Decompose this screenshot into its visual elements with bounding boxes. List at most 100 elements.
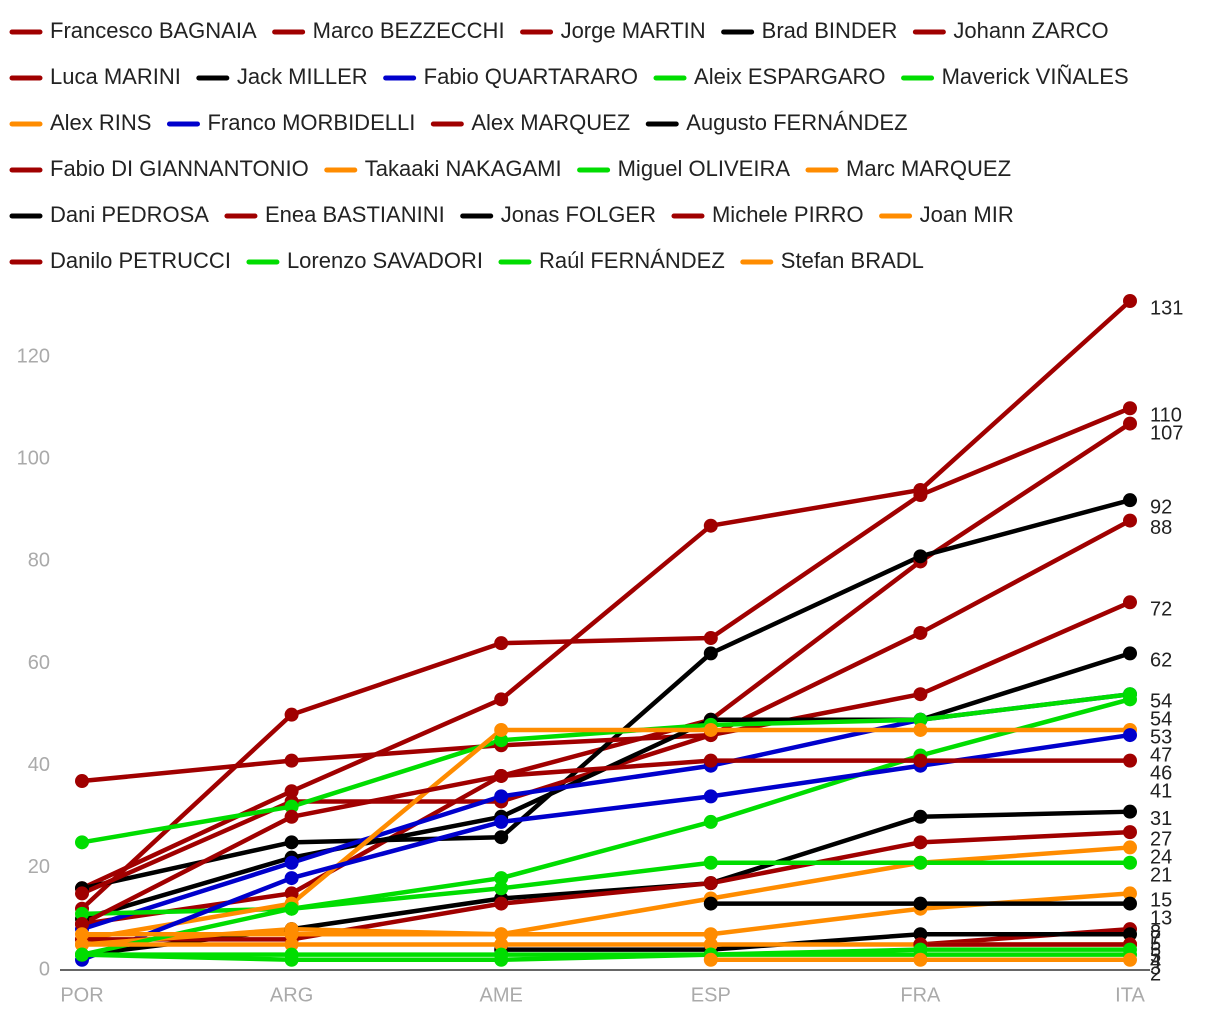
legend-label: Jack MILLER [237,64,368,89]
data-point [703,722,718,737]
data-point [1123,595,1137,610]
series-line [920,926,1131,947]
end-label: 5 [1150,933,1161,955]
end-label: 54 [1150,691,1172,713]
end-label: 53 [1150,727,1172,749]
data-point [703,814,718,829]
end-label: 7 [1150,927,1161,949]
legend-label: Maverick VIÑALES [942,64,1129,89]
end-label: 72 [1150,599,1172,621]
data-point [494,789,509,804]
legend-label: Dani PEDROSA [50,202,209,227]
data-point [703,646,718,661]
data-point [913,549,928,564]
end-label: 41 [1150,781,1172,803]
series-line [501,932,1130,952]
legend-label: Fabio DI GIANNANTONIO [50,156,309,181]
markers [75,294,1137,967]
data-point [494,881,509,896]
end-label: 110 [1150,405,1182,427]
data-point [703,896,718,911]
legend-label: Alex MARQUEZ [471,110,630,135]
data-point [913,855,928,870]
data-point [703,952,718,967]
end-label: 107 [1150,423,1183,445]
data-point [284,855,299,870]
data-point [284,901,299,916]
legend-label: Luca MARINI [50,64,181,89]
end-label: 88 [1150,517,1172,539]
y-tick-label: 100 [17,448,50,470]
series-line [80,406,1131,911]
end-label: 2 [1150,963,1161,985]
data-point [703,789,718,804]
legend-label: Michele PIRRO [712,202,864,227]
data-point [284,927,299,942]
legend-label: Danilo PETRUCCI [50,248,231,273]
x-tick-label: ESP [691,984,731,1006]
x-tick-label: AME [480,984,523,1006]
data-point [913,835,928,850]
data-point [75,937,89,952]
data-point [494,937,509,952]
end-label: 24 [1150,846,1172,868]
legend-label: Stefan BRADL [781,248,924,273]
data-point [494,722,509,737]
data-point [703,876,718,891]
legend-label: Fabio QUARTARARO [424,64,638,89]
data-point [494,927,509,942]
data-point [494,814,509,829]
data-point [703,927,718,942]
legend-label: Brad BINDER [762,18,898,43]
data-point [1123,825,1137,840]
data-point [703,518,718,533]
data-point [494,952,509,967]
x-tick-label: FRA [900,984,941,1006]
data-point [1123,886,1137,901]
data-point [494,692,509,707]
data-point [75,917,89,932]
data-point [284,937,299,952]
legend-label: Alex RINS [50,110,151,135]
data-point [1123,646,1137,661]
data-point [75,927,89,942]
end-label: 131 [1150,297,1183,319]
end-label: 5 [1150,939,1161,961]
series-line [81,845,1131,947]
data-point [284,835,299,850]
end-label: 5 [1150,945,1161,967]
y-tick-label: 0 [39,958,50,980]
series-line [81,518,1132,784]
data-point [494,830,509,845]
data-point [703,937,718,952]
data-point [284,952,299,967]
y-tick-label: 80 [28,550,50,572]
data-point [1123,493,1137,508]
legend-label: Aleix ESPARGARO [694,64,886,89]
data-point [1123,855,1137,870]
data-point [284,784,299,799]
end-label: 4 [1150,951,1161,973]
y-tick-label: 20 [28,856,50,878]
legend-label: Raúl FERNÁNDEZ [539,248,725,273]
data-point [913,927,928,942]
data-point [1123,896,1137,911]
data-point [284,871,299,886]
y-tick-label: 60 [28,652,50,674]
end-label: 54 [1150,709,1172,731]
data-point [913,753,928,768]
end-label: 27 [1150,828,1172,850]
data-point [494,871,509,886]
end-label: 47 [1150,745,1172,767]
end-label: 46 [1150,763,1172,785]
data-point [1123,416,1137,431]
data-point [494,636,509,651]
data-point [1123,927,1137,942]
legend-label: Marco BEZZECCHI [313,18,505,43]
data-point [1123,294,1137,308]
data-point [284,809,299,824]
data-point [913,942,928,957]
data-point [1123,952,1137,967]
legend-label: Johann ZARCO [953,18,1108,43]
